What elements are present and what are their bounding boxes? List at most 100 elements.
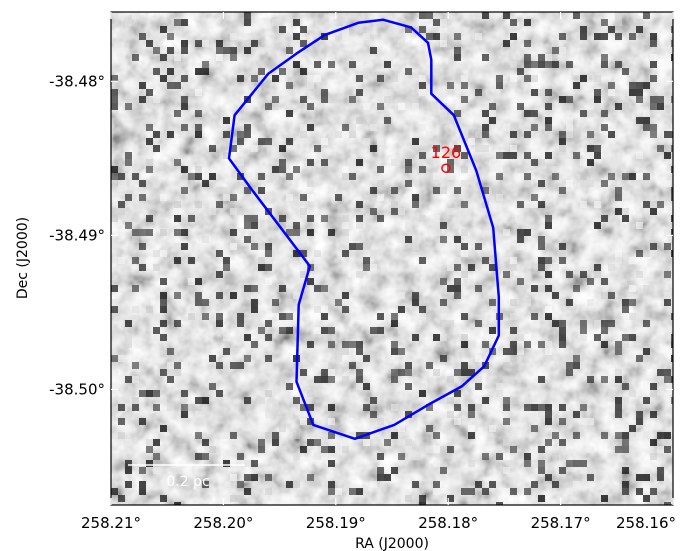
image-pixel <box>363 33 370 40</box>
image-pixel <box>125 159 132 166</box>
image-pixel <box>496 82 503 89</box>
image-pixel <box>531 201 538 208</box>
image-pixel <box>342 341 349 348</box>
image-pixel <box>230 362 237 369</box>
image-pixel <box>559 250 566 257</box>
image-pixel <box>636 411 643 418</box>
image-pixel <box>608 292 615 299</box>
image-pixel <box>265 488 272 495</box>
image-pixel <box>321 313 328 320</box>
image-pixel <box>482 397 489 404</box>
image-pixel <box>356 376 363 383</box>
image-pixel <box>111 362 118 369</box>
image-pixel <box>153 145 160 152</box>
image-pixel <box>559 33 566 40</box>
image-pixel <box>524 40 531 47</box>
image-pixel <box>643 12 650 19</box>
image-pixel <box>552 264 559 271</box>
image-pixel <box>489 117 496 124</box>
image-pixel <box>622 208 629 215</box>
image-pixel <box>328 131 335 138</box>
image-pixel <box>181 75 188 82</box>
image-pixel <box>433 369 440 376</box>
image-pixel <box>440 110 447 117</box>
image-pixel <box>230 229 237 236</box>
image-pixel <box>573 12 580 19</box>
image-pixel <box>153 502 160 505</box>
image-pixel <box>377 215 384 222</box>
image-pixel <box>167 348 174 355</box>
image-pixel <box>524 488 531 495</box>
image-pixel <box>167 47 174 54</box>
image-pixel <box>468 369 475 376</box>
image-pixel <box>132 376 139 383</box>
image-pixel <box>552 47 559 54</box>
image-pixel <box>510 131 517 138</box>
image-pixel <box>314 61 321 68</box>
image-pixel <box>622 467 629 474</box>
image-pixel <box>440 278 447 285</box>
image-pixel <box>125 425 132 432</box>
image-pixel <box>496 173 503 180</box>
image-pixel <box>419 12 426 19</box>
image-pixel <box>454 264 461 271</box>
image-pixel <box>636 19 643 26</box>
image-pixel <box>174 369 181 376</box>
image-pixel <box>349 341 356 348</box>
image-pixel <box>433 488 440 495</box>
image-pixel <box>384 96 391 103</box>
image-pixel <box>132 229 139 236</box>
image-pixel <box>153 264 160 271</box>
image-pixel <box>517 348 524 355</box>
image-pixel <box>328 229 335 236</box>
image-pixel <box>433 215 440 222</box>
image-pixel <box>629 257 636 264</box>
image-pixel <box>587 278 594 285</box>
image-pixel <box>510 19 517 26</box>
image-pixel <box>209 173 216 180</box>
image-pixel <box>503 152 510 159</box>
image-pixel <box>314 145 321 152</box>
image-pixel <box>615 159 622 166</box>
image-pixel <box>349 411 356 418</box>
pixel-overlay <box>111 12 673 505</box>
image-pixel <box>174 201 181 208</box>
image-pixel <box>377 194 384 201</box>
image-pixel <box>412 103 419 110</box>
image-pixel <box>377 327 384 334</box>
image-pixel <box>321 362 328 369</box>
image-pixel <box>538 201 545 208</box>
image-pixel <box>118 201 125 208</box>
image-pixel <box>545 348 552 355</box>
image-pixel <box>223 334 230 341</box>
image-pixel <box>293 26 300 33</box>
image-pixel <box>461 488 468 495</box>
image-pixel <box>531 194 538 201</box>
image-pixel <box>265 355 272 362</box>
image-pixel <box>447 264 454 271</box>
image-pixel <box>531 124 538 131</box>
image-pixel <box>202 453 209 460</box>
image-pixel <box>265 243 272 250</box>
image-pixel <box>244 215 251 222</box>
image-pixel <box>664 502 671 505</box>
image-pixel <box>650 488 657 495</box>
image-pixel <box>272 439 279 446</box>
image-pixel <box>300 194 307 201</box>
image-pixel <box>538 411 545 418</box>
image-pixel <box>398 425 405 432</box>
image-pixel <box>174 19 181 26</box>
source-contour <box>227 18 501 441</box>
image-pixel <box>538 236 545 243</box>
image-pixel <box>398 453 405 460</box>
image-pixel <box>363 243 370 250</box>
image-pixel <box>650 453 657 460</box>
image-pixel <box>384 61 391 68</box>
image-pixel <box>615 404 622 411</box>
image-pixel <box>286 411 293 418</box>
image-pixel <box>139 243 146 250</box>
image-pixel <box>230 474 237 481</box>
image-pixel <box>363 138 370 145</box>
image-pixel <box>237 495 244 502</box>
image-pixel <box>643 117 650 124</box>
